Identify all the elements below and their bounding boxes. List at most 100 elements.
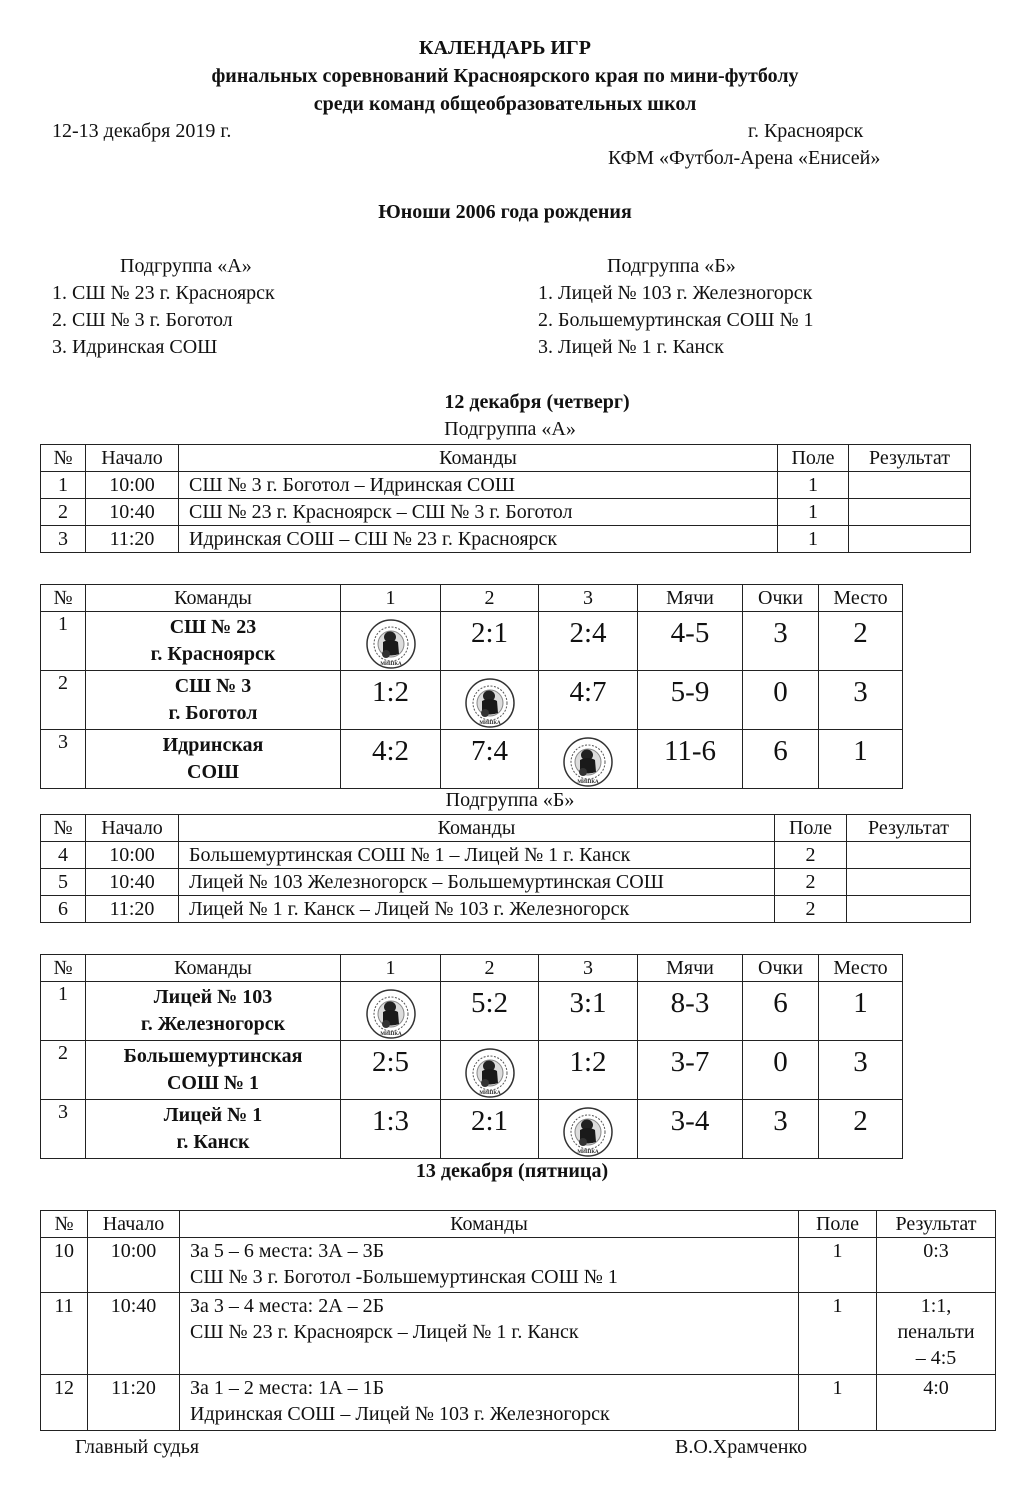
match-number: 12 <box>40 1374 88 1431</box>
team-name-line: Идринская <box>162 734 264 756</box>
match-result <box>846 895 971 923</box>
start-time: 10:40 <box>85 498 179 526</box>
column-header: 2 <box>440 954 539 982</box>
group-a-title: Подгруппа «А» <box>120 255 252 277</box>
goals: 3-7 <box>637 1040 743 1100</box>
field-number: 1 <box>798 1292 877 1375</box>
match-teams: Идринская СОШ – СШ № 23 г. Красноярск <box>178 525 778 553</box>
field-number: 2 <box>774 841 847 869</box>
match-number: 1 <box>40 471 86 499</box>
match-teams: За 3 – 4 места: 2А – 2Б СШ № 23 г. Красно… <box>179 1292 799 1375</box>
match-score: 2:1 <box>440 611 539 671</box>
svg-text:МИШКА: МИШКА <box>380 1032 402 1037</box>
points: 6 <box>742 729 819 789</box>
place: 2 <box>818 1099 903 1159</box>
column-header: Команды <box>178 444 778 472</box>
schedule-table-group-b: № Начало Команды Поле Результат 4 10:00 Большем… <box>40 814 971 923</box>
table-row: 2 СШ № 3 г. Боготол 1:2 МИШКА 4:7 5-9 0 3 <box>40 670 903 730</box>
field-number: 1 <box>798 1237 877 1293</box>
event-dates: 12-13 декабря 2019 г. <box>52 120 232 142</box>
team-name-line: г. Красноярск <box>150 643 276 665</box>
table-header-row: № Начало Команды Поле Результат <box>40 1210 996 1238</box>
team-number: 2 <box>40 1040 86 1100</box>
column-header: Команды <box>179 1210 799 1238</box>
svg-text:МИШКА: МИШКА <box>479 1091 501 1096</box>
field-number: 2 <box>774 868 847 896</box>
points: 0 <box>742 1040 819 1100</box>
match-result-line: 4:0 <box>923 1377 949 1399</box>
match-score: 1:3 <box>340 1099 441 1159</box>
column-header: № <box>40 814 86 842</box>
table-header-row: № Команды 1 2 3 Мячи Очки Место <box>40 954 903 982</box>
match-score: 2:1 <box>440 1099 539 1159</box>
table-row: 12 11:20 За 1 – 2 места: 1А – 1Б Идринская … <box>40 1374 996 1431</box>
place: 2 <box>818 611 903 671</box>
table-row: 6 11:20 Лицей № 1 г. Канск – Лицей № 103 г… <box>40 895 971 923</box>
goals: 5-9 <box>637 670 743 730</box>
standings-table-group-b: № Команды 1 2 3 Мячи Очки Место 1 Лицей № 103 г. Ж… <box>40 954 903 1159</box>
event-city: г. Красноярск <box>748 120 864 142</box>
start-time: 10:40 <box>85 868 179 896</box>
column-header: № <box>40 584 86 612</box>
goals: 11-6 <box>637 729 743 789</box>
chief-referee-name: В.О.Храмченко <box>675 1436 808 1458</box>
table-header-row: № Команды 1 2 3 Мячи Очки Место <box>40 584 903 612</box>
table-row: 3 Идринская СОШ 4:2 7:4 МИШКА 11-6 6 1 <box>40 729 903 789</box>
field-number: 1 <box>777 471 849 499</box>
match-number: 10 <box>40 1237 88 1293</box>
match-result-line: – 4:5 <box>915 1347 957 1369</box>
match-score: 5:2 <box>440 981 539 1041</box>
field-number: 1 <box>798 1374 877 1431</box>
column-header: Мячи <box>637 584 743 612</box>
match-result <box>848 471 971 499</box>
team-name-line: СОШ № 1 <box>166 1072 260 1094</box>
match-teams-line: За 5 – 6 места: 3А – 3Б <box>190 1240 385 1262</box>
team-name: Большемуртинская СОШ № 1 <box>85 1040 341 1100</box>
standings-table-group-a: № Команды 1 2 3 Мячи Очки Место 1 СШ № 23 г. Красн… <box>40 584 903 789</box>
match-score: 3:1 <box>538 981 638 1041</box>
match-result-line: 1:1, <box>920 1295 952 1317</box>
field-number: 1 <box>777 498 849 526</box>
doc-subtitle: среди команд общеобразовательных школ <box>313 93 697 115</box>
column-header: Результат <box>876 1210 996 1238</box>
mishka-stamp-icon: МИШКА <box>563 737 613 787</box>
column-header: 2 <box>440 584 539 612</box>
table-row: 1 10:00 СШ № 3 г. Боготол – Идринская СОШ 1 <box>40 471 971 499</box>
match-score: МИШКА <box>538 1099 638 1159</box>
mishka-stamp-icon: МИШКА <box>365 989 416 1039</box>
match-score: МИШКА <box>440 1040 539 1100</box>
table-row: 3 Лицей № 1 г. Канск 1:3 2:1 МИШКА 3-4 3 2 <box>40 1099 903 1159</box>
column-header: Начало <box>87 1210 180 1238</box>
match-score: 1:2 <box>538 1040 638 1100</box>
column-header: Очки <box>742 584 819 612</box>
match-teams: За 1 – 2 места: 1А – 1Б Идринская СОШ – Л… <box>179 1374 799 1431</box>
team-number: 2 <box>40 670 86 730</box>
match-teams: СШ № 3 г. Боготол – Идринская СОШ <box>178 471 778 499</box>
match-score: 1:2 <box>340 670 441 730</box>
column-header: Команды <box>178 814 775 842</box>
match-result <box>846 841 971 869</box>
match-score: 4:2 <box>340 729 441 789</box>
column-header: Начало <box>85 444 179 472</box>
column-header: Поле <box>777 444 849 472</box>
match-teams-line: СШ № 23 г. Красноярск – Лицей № 1 г. Кан… <box>190 1321 579 1343</box>
place: 3 <box>818 1040 903 1100</box>
match-score: МИШКА <box>538 729 638 789</box>
day1-group-a-label: Подгруппа «А» <box>444 418 576 440</box>
column-header: 3 <box>538 954 638 982</box>
match-teams-line: За 1 – 2 места: 1А – 1Б <box>190 1377 385 1399</box>
table-header-row: № Начало Команды Поле Результат <box>40 814 971 842</box>
chief-referee-label: Главный судья <box>75 1436 200 1458</box>
match-teams: СШ № 23 г. Красноярск – СШ № 3 г. Богото… <box>178 498 778 526</box>
column-header: 1 <box>340 954 441 982</box>
svg-text:МИШКА: МИШКА <box>380 662 402 667</box>
match-result <box>846 868 971 896</box>
match-number: 3 <box>40 525 86 553</box>
table-row: 4 10:00 Большемуртинская СОШ № 1 – Лицей №… <box>40 841 971 869</box>
team-name: Лицей № 1 г. Канск <box>85 1099 341 1159</box>
mishka-stamp-icon: МИШКА <box>464 1048 515 1098</box>
group-a-team: 3. Идринская СОШ <box>52 336 218 358</box>
start-time: 11:20 <box>85 525 179 553</box>
svg-text:МИШКА: МИШКА <box>577 780 599 785</box>
table-header-row: № Начало Команды Поле Результат <box>40 444 971 472</box>
